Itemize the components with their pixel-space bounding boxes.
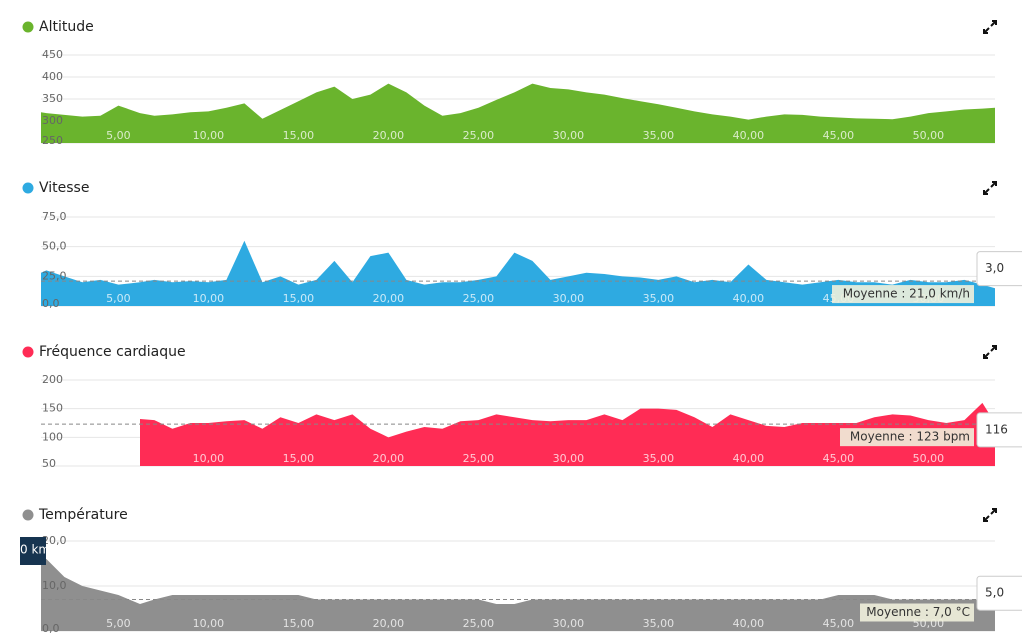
y-tick-label: 250 [42, 134, 63, 147]
x-tick-label: 20,00 [373, 129, 405, 142]
x-tick-label: 40,00 [733, 617, 765, 630]
y-tick-label: 75,0 [42, 210, 67, 223]
area [140, 402, 995, 466]
cursor-tooltip [976, 251, 1022, 287]
y-tick-label: 300 [42, 114, 63, 127]
x-tick-label: 10,00 [193, 452, 225, 465]
x-tick-label: 45,00 [823, 129, 855, 142]
cursor-value: 116 [985, 422, 1008, 436]
y-tick-label: 0,0 [42, 297, 60, 310]
chart-panel: Fréquence cardiaque 50 100 150 200 5,00 10,00 1… [22, 344, 1022, 470]
x-tick-label: 35,00 [643, 452, 675, 465]
chart-panel: Vitesse 0,0 25,0 50,0 75,0 5,00 10,00 15,00 20,0… [22, 180, 1022, 310]
x-tick-label: 25,00 [463, 129, 495, 142]
x-tick-label: 40,00 [733, 129, 765, 142]
y-tick-label: 50,0 [42, 240, 67, 253]
chart-title: Altitude [39, 19, 94, 35]
y-tick-label: 450 [42, 48, 63, 61]
x-tick-label: 15,00 [283, 452, 315, 465]
legend-dot [22, 21, 34, 33]
average-badge [832, 285, 974, 304]
area [41, 240, 995, 306]
expand-button[interactable] [983, 508, 997, 522]
average-label: Moyenne : 21,0 km/h [843, 287, 970, 301]
average-badge [840, 428, 974, 447]
average-label: Moyenne : 123 bpm [850, 430, 970, 444]
expand-button[interactable] [983, 345, 997, 359]
x-tick-label: 25,00 [463, 292, 495, 305]
x-tick-label: 45,00 [823, 452, 855, 465]
x-tick-label: 50,00 [913, 129, 945, 142]
x-tick-label: 40,00 [733, 292, 765, 305]
x-tick-label: 15,00 [283, 292, 315, 305]
x-tick-label: 5,00 [106, 129, 131, 142]
x-tick-label: 45,00 [823, 617, 855, 630]
area [41, 83, 995, 143]
expand-icon [983, 508, 997, 522]
chart-panel: Température 0,0 10,0 20,0 5,00 10,00 15,00 20,0… [20, 507, 1022, 635]
y-tick-label: 400 [42, 70, 63, 83]
expand-icon [983, 345, 997, 359]
x-tick-label: 35,00 [643, 129, 675, 142]
x-tick-label: 35,00 [643, 292, 675, 305]
x-tick-label: 5,00 [106, 292, 131, 305]
legend-dot [22, 509, 34, 521]
y-tick-label: 25,0 [42, 269, 67, 282]
x-tick-label: 20,00 [373, 292, 405, 305]
cursor-tooltip [976, 575, 1022, 611]
legend-dot [22, 182, 34, 194]
expand-icon [983, 20, 997, 34]
x-tick-label: 50,00 [913, 452, 945, 465]
y-tick-label: 10,0 [42, 579, 67, 592]
expand-icon [983, 181, 997, 195]
x-tick-label: 5,00 [106, 617, 131, 630]
chart-title: Température [38, 507, 128, 523]
x-tick-label: 15,00 [283, 129, 315, 142]
x-tick-label: 30,00 [553, 129, 585, 142]
x-tick-label: 10,00 [193, 617, 225, 630]
y-tick-label: 20,0 [42, 534, 67, 547]
cursor-tooltip [976, 412, 1022, 448]
average-label: Moyenne : 7,0 °C [866, 605, 970, 619]
cursor-value: 5,0 [985, 586, 1004, 600]
cursor-value: 3,0 [985, 261, 1004, 275]
y-tick-label: 350 [42, 92, 63, 105]
x-tick-label: 20,00 [373, 452, 405, 465]
chart-panel: Altitude 250 300 350 400 450 5,00 10,00 15,00 20,… [22, 19, 997, 147]
y-tick-label: 0,0 [42, 622, 60, 635]
x-tick-label: 5,00 [106, 452, 131, 465]
x-tick-label: 25,00 [463, 452, 495, 465]
expand-button[interactable] [983, 20, 997, 34]
average-badge [860, 603, 974, 622]
cursor-x-label: 0 km [20, 543, 50, 557]
x-tick-label: 40,00 [733, 452, 765, 465]
x-tick-label: 10,00 [193, 129, 225, 142]
chart-title: Vitesse [39, 180, 89, 196]
y-tick-label: 100 [42, 430, 63, 443]
expand-button[interactable] [983, 181, 997, 195]
x-tick-label: 20,00 [373, 617, 405, 630]
y-tick-label: 200 [42, 373, 63, 386]
area [41, 559, 995, 631]
cursor-x-badge [20, 537, 46, 565]
x-tick-label: 15,00 [283, 617, 315, 630]
x-tick-label: 10,00 [193, 292, 225, 305]
x-tick-label: 35,00 [643, 617, 675, 630]
chart-title: Fréquence cardiaque [39, 344, 186, 360]
x-tick-label: 30,00 [553, 617, 585, 630]
x-tick-label: 30,00 [553, 452, 585, 465]
legend-dot [22, 346, 34, 358]
x-tick-label: 25,00 [463, 617, 495, 630]
x-tick-label: 30,00 [553, 292, 585, 305]
y-tick-label: 150 [42, 402, 63, 415]
y-tick-label: 50 [42, 457, 56, 470]
